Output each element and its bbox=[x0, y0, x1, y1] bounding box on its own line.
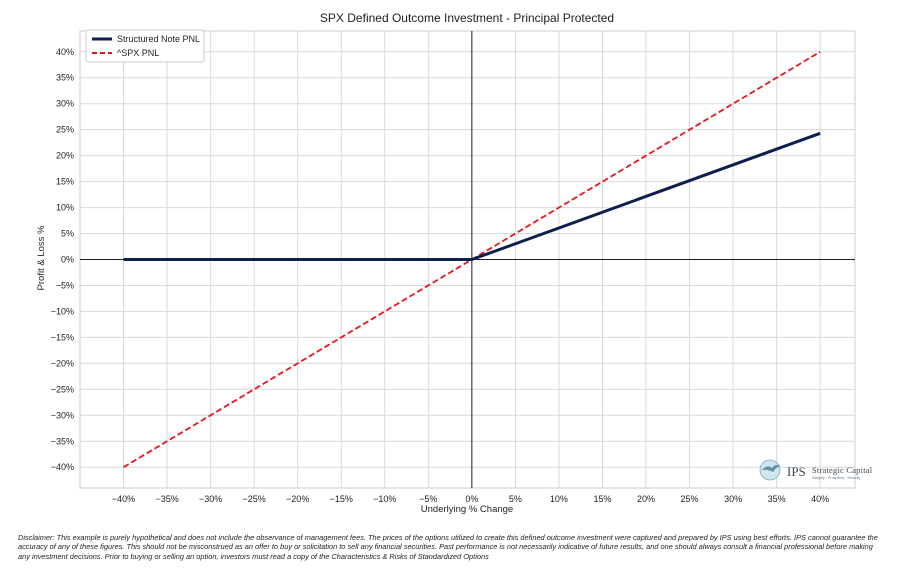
y-tick-label: −5% bbox=[56, 280, 74, 290]
y-tick-label: 15% bbox=[56, 177, 74, 187]
x-tick-label: 25% bbox=[681, 494, 699, 504]
company-logo: IPS Strategic Capital Integrity · Prospe… bbox=[759, 459, 872, 481]
y-tick-label: −20% bbox=[51, 358, 74, 368]
chart: SPX Defined Outcome Investment - Princip… bbox=[36, 11, 856, 515]
y-tick-label: 25% bbox=[56, 125, 74, 135]
x-tick-label: −5% bbox=[419, 494, 437, 504]
legend-box bbox=[85, 29, 205, 63]
x-tick-label: 15% bbox=[593, 494, 611, 504]
y-tick-label: 20% bbox=[56, 151, 74, 161]
y-tick-label: −15% bbox=[51, 332, 74, 342]
x-tick-label: −40% bbox=[112, 494, 135, 504]
logo-monogram: IPS bbox=[787, 464, 806, 479]
y-tick-label: 35% bbox=[56, 73, 74, 83]
x-axis-label: Underlying % Change bbox=[421, 504, 513, 515]
legend-label-spx: ^SPX PNL bbox=[117, 48, 159, 58]
x-tick-label: 10% bbox=[550, 494, 568, 504]
y-tick-label: −35% bbox=[51, 436, 74, 446]
x-tick-label: −30% bbox=[199, 494, 222, 504]
y-tick-label: −10% bbox=[51, 306, 74, 316]
x-tick-label: 30% bbox=[724, 494, 742, 504]
y-tick-label: 0% bbox=[61, 255, 74, 265]
y-tick-label: 30% bbox=[56, 99, 74, 109]
disclaimer-text: Disclaimer: This example is purely hypot… bbox=[18, 533, 878, 561]
y-tick-label: −40% bbox=[51, 462, 74, 472]
series bbox=[123, 51, 821, 468]
chart-title: SPX Defined Outcome Investment - Princip… bbox=[320, 11, 614, 25]
x-tick-label: 0% bbox=[465, 494, 478, 504]
x-tick-labels: −40% −35% −30% −25% −20% −15% −10% −5% 0% 5% 10% 15… bbox=[112, 494, 829, 504]
y-tick-label: 40% bbox=[56, 47, 74, 57]
x-tick-label: −10% bbox=[373, 494, 396, 504]
y-tick-label: −30% bbox=[51, 410, 74, 420]
logo-tagline: Integrity · Prosperity · Security bbox=[812, 476, 861, 480]
x-tick-label: −15% bbox=[330, 494, 353, 504]
x-tick-label: 35% bbox=[768, 494, 786, 504]
x-tick-label: 20% bbox=[637, 494, 655, 504]
y-tick-label: 5% bbox=[61, 229, 74, 239]
x-tick-label: −20% bbox=[286, 494, 309, 504]
bird-icon bbox=[762, 464, 780, 472]
x-tick-label: 5% bbox=[509, 494, 522, 504]
logo-title: Strategic Capital bbox=[812, 465, 872, 475]
structured-note-pnl-line bbox=[123, 131, 821, 261]
legend: Structured Note PNL ^SPX PNL bbox=[85, 29, 205, 63]
x-tick-label: −25% bbox=[243, 494, 266, 504]
legend-label-structured-note: Structured Note PNL bbox=[117, 34, 200, 44]
y-tick-labels: 40% 35% 30% 25% 20% 15% 10% 5% 0% −5% −10% −15% −20%… bbox=[51, 47, 74, 472]
y-axis-label: Profit & Loss % bbox=[36, 225, 47, 290]
x-tick-label: 40% bbox=[811, 494, 829, 504]
y-tick-label: 10% bbox=[56, 203, 74, 213]
x-tick-label: −35% bbox=[155, 494, 178, 504]
y-tick-label: −25% bbox=[51, 384, 74, 394]
